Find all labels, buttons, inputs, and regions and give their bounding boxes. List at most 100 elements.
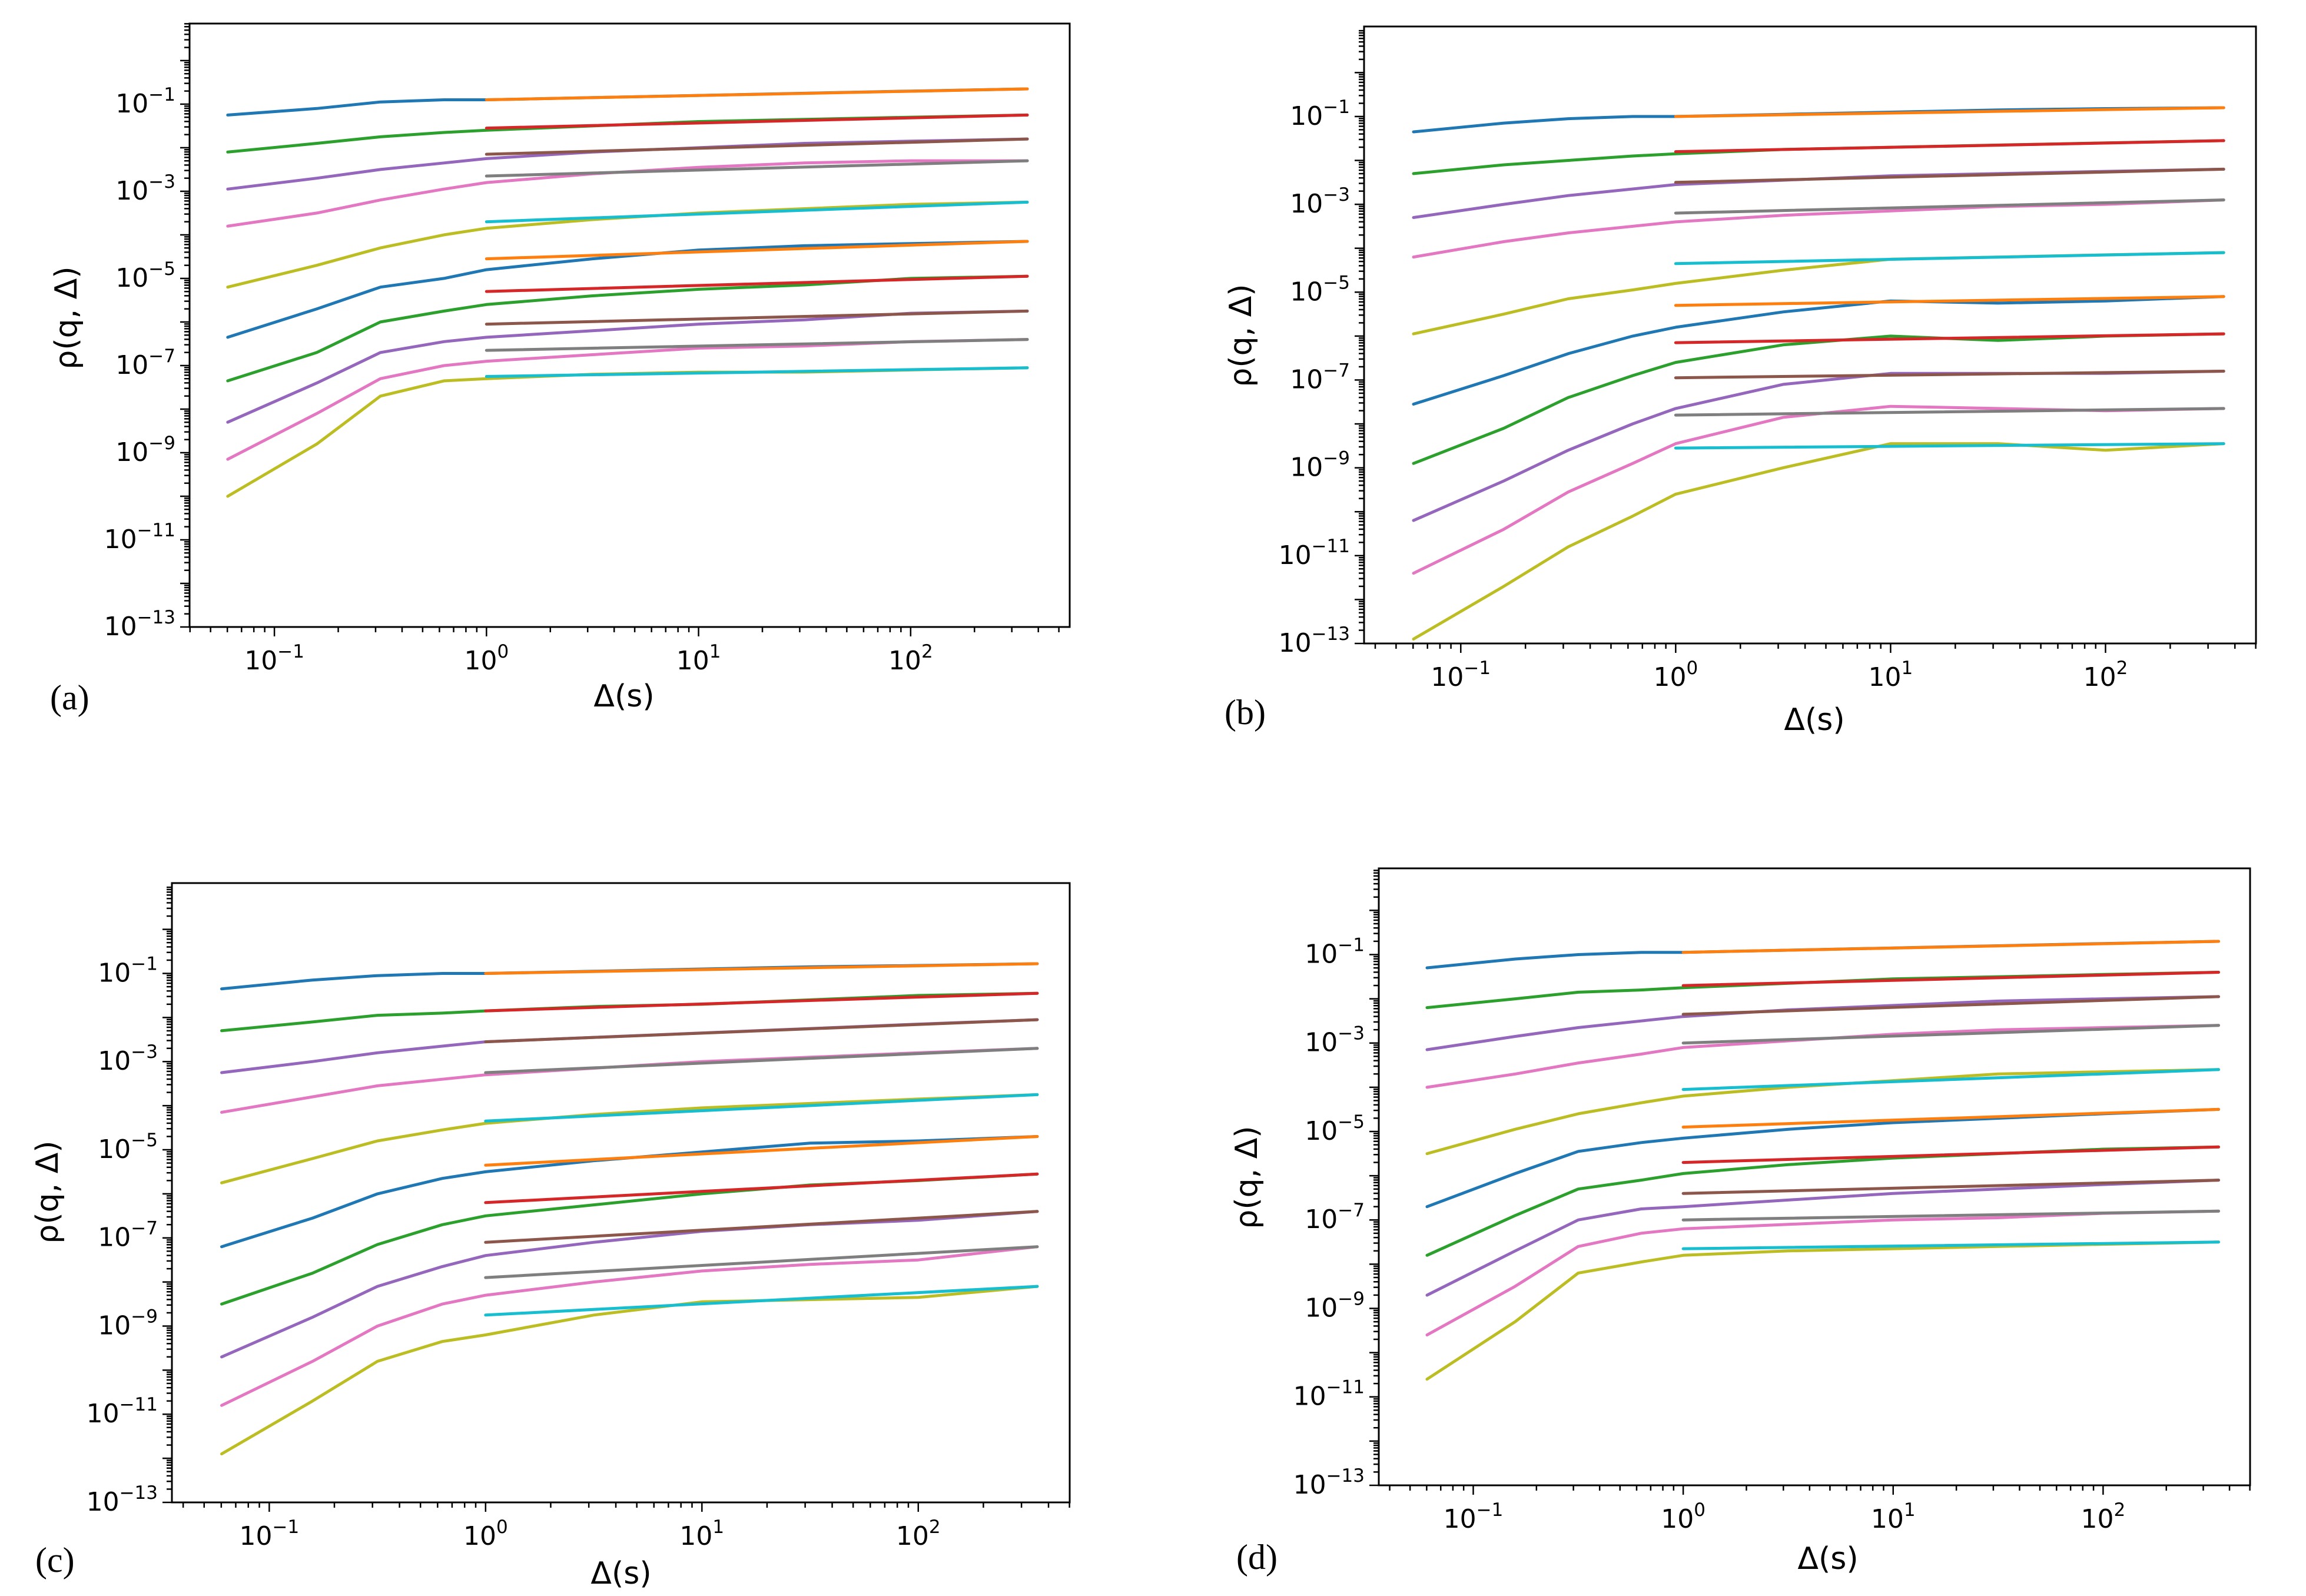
y-tick-label: 10−9 xyxy=(1305,1288,1365,1323)
data-series-line-10 xyxy=(226,366,1029,498)
y-tick-label-base: 10 xyxy=(98,958,131,988)
y-tick-label: 10−1 xyxy=(1305,934,1365,969)
fit-series-line-3 xyxy=(485,137,1029,156)
fit-series-line-4 xyxy=(1674,198,2225,215)
data-series-line-10 xyxy=(1425,1240,2220,1381)
data-series-line-10 xyxy=(220,1285,1039,1456)
data-series-line-5 xyxy=(226,200,1029,289)
data-series-line-3 xyxy=(226,137,1029,191)
x-tick-label: 101 xyxy=(1871,1499,1916,1534)
plot-frame xyxy=(1363,25,2257,645)
fit-series-line-2 xyxy=(1681,971,2220,987)
y-tick-label: 10−9 xyxy=(1290,448,1350,483)
y-tick-label-exponent: −7 xyxy=(148,346,175,367)
fit-series-line-7 xyxy=(484,1172,1039,1205)
y-tick-label-exponent: −5 xyxy=(131,1130,158,1151)
y-tick-label-base: 10 xyxy=(1279,628,1312,658)
y-tick-label: 10−3 xyxy=(115,171,175,206)
y-tick-label: 10−11 xyxy=(1293,1377,1365,1412)
y-tick-label: 10−13 xyxy=(1279,623,1350,658)
fit-series-line-9 xyxy=(484,1245,1039,1279)
chart-panel-d: 10−1 100 101 10210−110−310−510−710−910−1110… xyxy=(1229,867,2251,1577)
fit-series-line-7 xyxy=(1681,1145,2220,1164)
fit-series-line-3 xyxy=(484,1018,1039,1044)
y-tick-label-exponent: −3 xyxy=(1323,184,1350,205)
y-tick-label-exponent: −13 xyxy=(1326,1465,1365,1486)
y-tick-label-exponent: −11 xyxy=(1326,1377,1365,1398)
series-group xyxy=(226,87,1029,498)
y-tick-label: 10−11 xyxy=(104,520,175,555)
y-tick-label-exponent: −13 xyxy=(120,1482,158,1504)
x-tick-label: 100 xyxy=(464,641,509,676)
fit-series-line-6 xyxy=(1681,1107,2220,1129)
y-tick-label-base: 10 xyxy=(115,263,148,293)
chart-panel-c: 10−1 100 101 10210−110−310−510−710−910−1110… xyxy=(30,882,1071,1591)
y-tick-label: 10−1 xyxy=(98,953,158,988)
y-tick-label-base: 10 xyxy=(1290,189,1323,219)
x-tick-label-exponent: 0 xyxy=(497,641,509,662)
fit-series-line-7 xyxy=(1674,332,2225,344)
panel-label: (b) xyxy=(1225,693,1266,732)
x-tick-label: 101 xyxy=(676,641,721,676)
y-tick-label: 10−13 xyxy=(87,1482,158,1517)
x-tick-label-base: 10 xyxy=(1431,662,1464,692)
y-tick-label-base: 10 xyxy=(104,525,137,555)
fit-series-line-5 xyxy=(484,1093,1039,1123)
y-tick-label-exponent: −1 xyxy=(1338,934,1365,955)
fit-series-line-6 xyxy=(484,1135,1039,1167)
y-tick-label-exponent: −9 xyxy=(1338,1288,1365,1309)
x-axis-label: Δ(s) xyxy=(590,1556,651,1591)
x-tick-label: 10−1 xyxy=(240,1517,300,1551)
plot-frame xyxy=(171,882,1071,1504)
x-tick-label: 102 xyxy=(888,641,933,676)
fit-series-line-2 xyxy=(1674,139,2225,154)
y-tick-label-base: 10 xyxy=(98,1310,131,1340)
fit-series-line-10 xyxy=(485,366,1029,378)
x-tick-label-base: 10 xyxy=(676,646,709,676)
x-tick-label-exponent: 0 xyxy=(496,1517,508,1538)
y-tick-label: 10−3 xyxy=(1305,1023,1365,1058)
x-tick-label: 101 xyxy=(1869,658,1913,692)
y-tick-label: 10−3 xyxy=(98,1041,158,1076)
x-tick-label-exponent: −1 xyxy=(273,1517,300,1538)
y-tick-label-base: 10 xyxy=(104,612,137,642)
fit-series-line-4 xyxy=(485,159,1029,178)
x-tick-label-base: 10 xyxy=(1444,1504,1476,1534)
y-tick-label-base: 10 xyxy=(115,350,148,380)
fit-series-line-8 xyxy=(1674,370,2225,380)
y-tick-label-exponent: −13 xyxy=(1312,623,1350,645)
y-tick-label-base: 10 xyxy=(1290,277,1323,307)
x-tick-label-exponent: −1 xyxy=(1476,1499,1504,1521)
x-tick-label: 102 xyxy=(2081,1499,2125,1534)
data-series-line-5 xyxy=(1412,251,2225,336)
x-tick-label-base: 10 xyxy=(2081,1504,2113,1534)
y-tick-label: 10−5 xyxy=(115,258,175,293)
y-tick-label-base: 10 xyxy=(1290,364,1323,394)
y-tick-label-exponent: −3 xyxy=(148,171,175,193)
y-tick-label-exponent: −7 xyxy=(131,1218,158,1239)
x-tick-label: 10−1 xyxy=(1444,1499,1504,1534)
data-series-line-1 xyxy=(1412,106,2225,134)
y-tick-label-base: 10 xyxy=(1290,101,1323,131)
y-tick-label: 10−7 xyxy=(115,346,175,380)
data-series-line-9 xyxy=(220,1245,1039,1407)
x-tick-label-base: 10 xyxy=(463,1521,496,1551)
fit-series-line-5 xyxy=(1674,251,2225,266)
y-tick-label: 10−13 xyxy=(104,607,175,642)
y-tick-label-base: 10 xyxy=(87,1487,120,1517)
x-tick-label: 10−1 xyxy=(1431,658,1491,692)
x-tick-label: 102 xyxy=(896,1517,941,1551)
fit-series-line-9 xyxy=(1681,1209,2220,1222)
y-tick-label-exponent: −3 xyxy=(1338,1023,1365,1044)
y-tick-label-exponent: −13 xyxy=(137,607,175,628)
x-tick-label-base: 10 xyxy=(1661,1504,1694,1534)
x-tick-label-exponent: 0 xyxy=(1694,1499,1706,1521)
y-tick-label-exponent: −3 xyxy=(131,1041,158,1063)
y-tick-label-base: 10 xyxy=(115,437,148,467)
data-series-line-6 xyxy=(1412,295,2225,406)
x-tick-label-base: 10 xyxy=(240,1521,273,1551)
data-series-line-8 xyxy=(1425,1179,2220,1297)
data-series-line-1 xyxy=(226,87,1029,117)
series-group xyxy=(1412,106,2225,641)
y-tick-label-base: 10 xyxy=(1293,1382,1326,1412)
